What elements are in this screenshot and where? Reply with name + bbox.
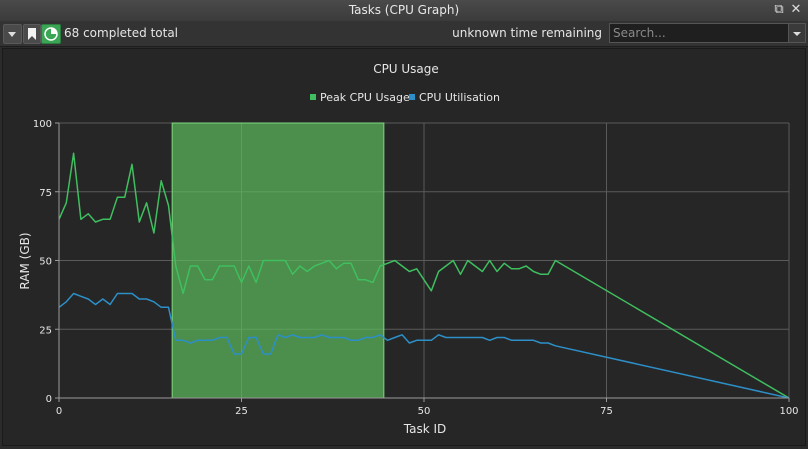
window-titlebar: Tasks (CPU Graph) ⧉ ✕ [0,0,808,22]
chart-title: CPU Usage [373,62,439,76]
grid [58,122,790,399]
y-tick-label: 100 [33,119,52,130]
chevron-down-icon [8,32,16,37]
legend: Peak CPU Usage CPU Utilisation [310,91,500,104]
x-tick-label: 50 [418,406,431,417]
completed-count: 68 completed total [64,26,179,40]
x-tick-label: 100 [779,406,798,417]
x-tick-label: 0 [56,406,62,417]
bookmark-icon [28,28,36,40]
legend-swatch-util [409,94,415,100]
chevron-down-icon [793,32,801,36]
legend-label-peak: Peak CPU Usage [320,91,410,104]
menu-dropdown-button[interactable] [3,24,22,44]
legend-label-util: CPU Utilisation [419,91,500,104]
search-dropdown-button[interactable] [788,23,806,43]
x-tick-label: 75 [600,406,613,417]
toolbar: 68 completed total unknown time remainin… [0,21,808,47]
cpu-graph-button[interactable] [41,24,61,44]
series-line-0 [58,152,790,399]
x-axis-label: Task ID [403,422,447,436]
pie-chart-icon [44,27,58,41]
chart-panel: 0 25 50 75 100 0 25 50 75 100 CPU Usage Peak CPU … [2,48,806,446]
window-title: Tasks (CPU Graph) [348,3,460,17]
float-icon[interactable]: ⧉ [774,2,784,17]
y-tick-label: 25 [39,325,52,336]
axes: 0 25 50 75 100 0 25 50 75 100 [33,119,799,417]
cpu-usage-chart[interactable]: 0 25 50 75 100 0 25 50 75 100 CPU Usage Peak CPU … [3,49,805,445]
y-axis-label: RAM (GB) [18,232,32,289]
y-tick-label: 50 [39,257,52,268]
time-remaining: unknown time remaining [452,26,602,40]
close-icon[interactable]: ✕ [790,2,802,17]
y-tick-label: 75 [39,188,52,199]
series-lines [58,152,790,399]
legend-swatch-peak [310,94,316,100]
bookmark-button[interactable] [23,24,41,44]
x-tick-label: 25 [235,406,248,417]
y-tick-label: 0 [46,394,52,405]
search-input[interactable] [609,23,790,43]
series-line-1 [58,292,790,399]
